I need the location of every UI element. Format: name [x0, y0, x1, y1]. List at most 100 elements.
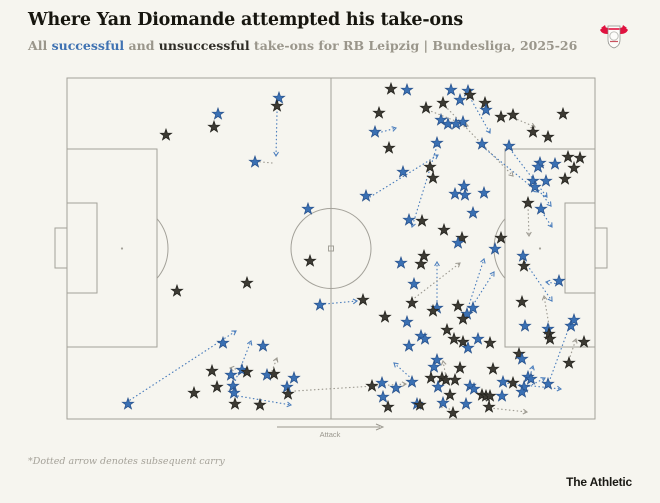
unsuccessful-takeon-star — [573, 150, 587, 164]
subtitle-prefix: All — [28, 37, 52, 53]
successful-takeon-star — [541, 376, 555, 390]
unsuccessful-takeon-star — [541, 129, 555, 143]
unsuccessful-takeon-star — [382, 140, 396, 154]
unsuccessful-takeon-star — [463, 87, 477, 101]
unsuccessful-takeon-star — [443, 387, 457, 401]
successful-takeon-star — [531, 159, 545, 173]
successful-takeon-star — [477, 185, 491, 199]
attack-label: Attack — [320, 430, 341, 439]
subtitle-suffix: take-ons for RB Leipzig | Bundesliga, 20… — [249, 37, 578, 53]
successful-takeon-star — [368, 124, 382, 138]
unsuccessful-takeon-star — [426, 303, 440, 317]
unsuccessful-takeon-star — [567, 160, 581, 174]
unsuccessful-takeon-star — [512, 346, 526, 360]
unsuccessful-takeon-star — [419, 100, 433, 114]
unsuccessful-takeon-star — [494, 230, 508, 244]
unsuccessful-takeon-star — [270, 98, 284, 112]
unsuccessful-takeon-star — [253, 397, 267, 411]
successful-takeon-star — [502, 138, 516, 152]
unsuccessful-takeon-star — [506, 375, 520, 389]
subtitle-successful-label: successful — [51, 37, 125, 53]
unsuccessful-takeon-star — [436, 95, 450, 109]
successful-takeon-star — [524, 371, 538, 385]
unsuccessful-takeon-star — [424, 370, 438, 384]
successful-takeon-star — [567, 312, 581, 326]
successful-takeon-star — [389, 380, 403, 394]
unsuccessful-takeon-star — [494, 109, 508, 123]
successful-takeon-star — [548, 156, 562, 170]
successful-takeon-star — [534, 201, 548, 215]
unsuccessful-takeon-star — [456, 334, 470, 348]
unsuccessful-takeon-star — [455, 230, 469, 244]
successful-takeon-star — [376, 389, 390, 403]
successful-takeon-star — [526, 173, 540, 187]
unsuccessful-takeon-star — [426, 170, 440, 184]
successful-takeon-star — [313, 297, 327, 311]
successful-takeon-star — [448, 186, 462, 200]
unsuccessful-takeon-star — [414, 256, 428, 270]
successful-takeon-star — [224, 367, 238, 381]
unsuccessful-takeon-star — [378, 309, 392, 323]
successful-takeon-star — [211, 106, 225, 120]
successful-takeon-star — [516, 248, 530, 262]
successful-takeon-star — [405, 374, 419, 388]
successful-takeon-star — [457, 178, 471, 192]
successful-takeon-star — [453, 92, 467, 106]
athletic-wordmark: The Athletic — [566, 475, 632, 489]
unsuccessful-takeon-star — [417, 248, 431, 262]
footnote: *Dotted arrow denotes subsequent carry — [28, 456, 225, 467]
unsuccessful-takeon-star — [562, 355, 576, 369]
unsuccessful-takeon-star — [415, 213, 429, 227]
unsuccessful-takeon-star — [526, 124, 540, 138]
unsuccessful-takeon-star — [372, 105, 386, 119]
takeon-markers — [121, 81, 591, 419]
successful-takeon-star — [552, 273, 566, 287]
successful-takeon-star — [280, 379, 294, 393]
unsuccessful-takeon-star — [448, 372, 462, 386]
successful-takeon-star — [564, 318, 578, 332]
subtitle: All successful and unsuccessful take-ons… — [28, 38, 588, 53]
unsuccessful-takeon-star — [446, 405, 460, 419]
unsuccessful-takeon-star — [159, 127, 173, 141]
successful-takeon-star — [518, 318, 532, 332]
rb-leipzig-crest-icon — [600, 25, 628, 49]
successful-takeon-star — [430, 352, 444, 366]
subtitle-unsuccessful-label: unsuccessful — [158, 37, 250, 53]
unsuccessful-takeon-star — [240, 275, 254, 289]
successful-takeon-star — [496, 374, 510, 388]
unsuccessful-takeon-star — [423, 159, 437, 173]
unsuccessful-takeon-star — [267, 366, 281, 380]
unsuccessful-takeon-star — [170, 283, 184, 297]
successful-takeon-star — [272, 90, 286, 104]
successful-takeon-star — [471, 331, 485, 345]
successful-takeon-star — [451, 235, 465, 249]
unsuccessful-takeon-star — [482, 399, 496, 413]
unsuccessful-takeon-star — [240, 364, 254, 378]
unsuccessful-takeon-star — [517, 258, 531, 272]
successful-takeon-star — [436, 395, 450, 409]
unsuccessful-takeon-star — [561, 149, 575, 163]
successful-takeon-star — [248, 154, 262, 168]
successful-takeon-star — [458, 187, 472, 201]
unsuccessful-takeon-star — [405, 295, 419, 309]
successful-takeon-star — [475, 136, 489, 150]
successful-takeon-star — [402, 212, 416, 226]
successful-takeon-star — [418, 331, 432, 345]
successful-takeon-star — [226, 378, 240, 392]
unsuccessful-takeon-star — [577, 334, 591, 348]
unsuccessful-takeon-star — [413, 397, 427, 411]
unsuccessful-takeon-star — [486, 361, 500, 375]
unsuccessful-takeon-star — [556, 106, 570, 120]
unsuccessful-takeon-star — [440, 322, 454, 336]
successful-takeon-star — [121, 396, 135, 410]
successful-takeon-star — [461, 340, 475, 354]
successful-takeon-star — [216, 335, 230, 349]
pitch-lines — [54, 77, 608, 420]
page-title: Where Yan Diomande attempted his take-on… — [28, 10, 464, 30]
unsuccessful-takeon-star — [447, 331, 461, 345]
successful-takeon-star — [488, 241, 502, 255]
unsuccessful-takeon-star — [478, 95, 492, 109]
successful-takeon-star — [427, 359, 441, 373]
unsuccessful-takeon-star — [207, 119, 221, 133]
successful-takeon-star — [227, 385, 241, 399]
